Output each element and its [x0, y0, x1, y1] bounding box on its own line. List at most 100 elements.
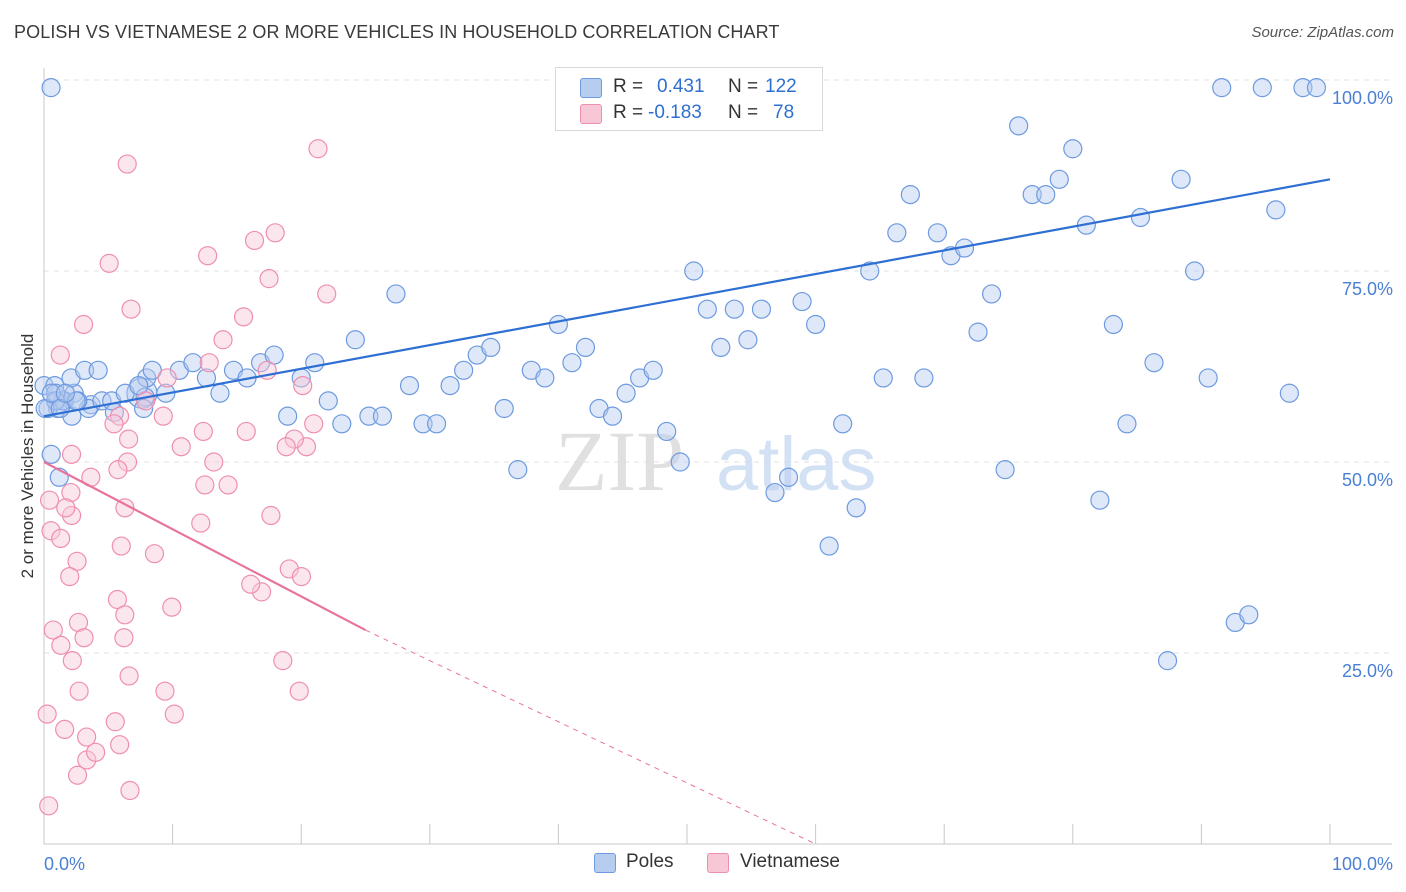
data-point	[261, 505, 281, 526]
data-point	[273, 651, 293, 671]
data-point	[34, 376, 54, 396]
data-point	[105, 712, 125, 732]
data-point	[69, 681, 89, 701]
data-point	[114, 628, 134, 648]
data-point	[77, 727, 97, 747]
data-point	[284, 429, 304, 449]
data-point	[210, 383, 230, 403]
data-point	[86, 742, 106, 762]
data-point	[198, 246, 218, 266]
data-point	[61, 505, 82, 526]
data-point	[53, 391, 73, 411]
data-point	[183, 353, 203, 373]
data-point	[1279, 383, 1299, 403]
data-point	[115, 605, 135, 625]
data-point	[195, 475, 215, 495]
bottom-legend-swatch-poles	[594, 853, 616, 873]
data-point	[1022, 185, 1042, 205]
data-point	[278, 406, 298, 426]
data-point	[1266, 200, 1286, 220]
data-point	[41, 78, 61, 98]
data-point	[157, 368, 177, 388]
bottom-legend-vietnamese: Vietnamese	[740, 851, 840, 872]
data-point	[914, 368, 934, 388]
data-point	[751, 299, 772, 319]
data-point	[293, 376, 313, 396]
data-point	[833, 414, 853, 434]
data-point	[317, 284, 337, 304]
data-point	[73, 314, 94, 335]
data-point	[61, 444, 82, 464]
chart-title: POLISH VS VIETNAMESE 2 OR MORE VEHICLES …	[14, 22, 780, 42]
legend-r-label: R =	[613, 102, 644, 123]
data-point	[241, 574, 261, 594]
data-point	[39, 796, 59, 816]
data-point	[575, 337, 596, 357]
data-point	[792, 291, 812, 312]
data-point	[887, 223, 907, 243]
data-point	[276, 437, 296, 457]
data-point	[265, 223, 285, 243]
y-tick-label: 75.0%	[1342, 279, 1393, 299]
data-point	[359, 406, 379, 426]
data-point	[738, 330, 758, 350]
data-point	[372, 406, 393, 426]
data-point	[1036, 185, 1056, 205]
data-point	[50, 345, 70, 365]
data-point	[670, 452, 690, 472]
trend-line-poles	[43, 178, 1331, 418]
data-point	[995, 460, 1015, 480]
data-point	[37, 704, 57, 724]
data-point	[1198, 368, 1218, 388]
data-point	[236, 421, 256, 442]
data-point	[117, 154, 137, 174]
legend-r-value-vietnamese: -0.183	[648, 102, 702, 123]
data-point	[684, 261, 704, 281]
data-point	[304, 414, 324, 434]
data-point	[291, 566, 312, 587]
data-point	[74, 628, 94, 648]
data-point	[61, 482, 81, 503]
data-point	[1157, 651, 1178, 671]
data-point	[41, 383, 61, 403]
data-point	[251, 582, 272, 602]
data-point	[67, 551, 87, 571]
data-point	[1103, 314, 1124, 335]
data-point	[927, 223, 948, 243]
tick-labels: 100.0% 75.0% 50.0% 25.0% 0.0% 100.0%	[44, 88, 1393, 874]
data-point	[43, 620, 63, 640]
data-point	[711, 337, 731, 357]
data-point	[805, 314, 826, 335]
data-point	[46, 383, 66, 403]
data-point	[440, 376, 460, 396]
watermark-atlas: atlas	[716, 422, 877, 507]
y-tick-label: 25.0%	[1342, 661, 1393, 681]
data-point	[107, 589, 128, 610]
data-point	[119, 666, 139, 686]
data-point	[481, 337, 501, 357]
data-point	[136, 391, 156, 411]
data-point	[778, 467, 799, 487]
data-point	[296, 437, 317, 457]
data-point	[846, 498, 866, 518]
data-point	[399, 376, 420, 396]
data-point	[697, 299, 717, 319]
data-point	[494, 398, 514, 419]
data-point	[332, 414, 352, 434]
data-point	[508, 460, 528, 480]
y-tick-label: 50.0%	[1342, 470, 1393, 490]
y-tick-label: 100.0%	[1332, 88, 1393, 108]
data-point	[121, 299, 141, 319]
data-point	[193, 421, 213, 442]
data-point	[191, 513, 211, 533]
data-point	[99, 253, 119, 273]
data-point	[111, 536, 131, 556]
data-point	[41, 521, 61, 541]
data-point	[657, 421, 677, 442]
data-point	[1171, 169, 1191, 189]
data-point	[144, 544, 165, 564]
x-tick-label: 0.0%	[44, 854, 85, 874]
data-point	[386, 284, 406, 304]
data-point	[39, 490, 60, 510]
